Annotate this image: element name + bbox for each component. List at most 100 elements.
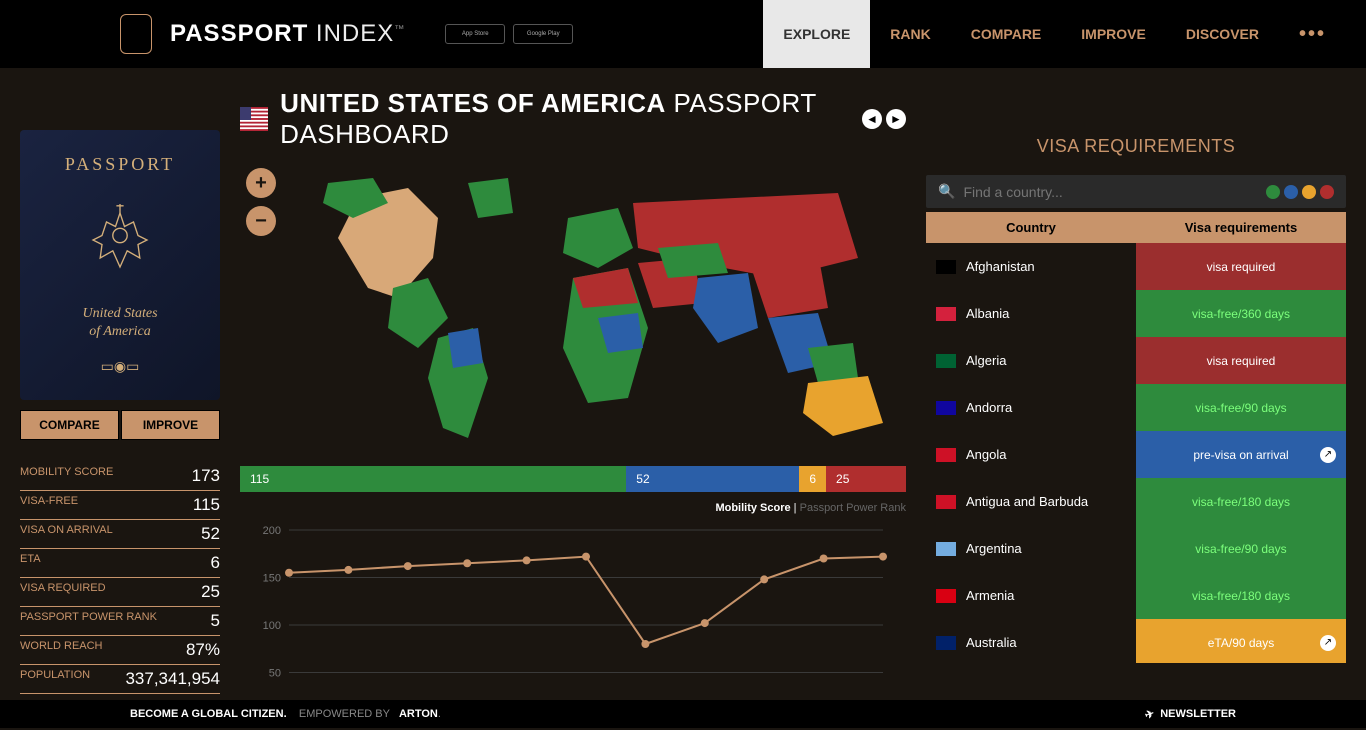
filter-dot[interactable] bbox=[1284, 185, 1298, 199]
stat-label: Mobility Score bbox=[20, 466, 113, 486]
us-flag-icon bbox=[240, 107, 268, 131]
stat-row: Visa on Arrival52 bbox=[20, 520, 220, 549]
visa-country-cell: Algeria bbox=[926, 337, 1136, 384]
visa-list[interactable]: Afghanistan visa required Albania visa-f… bbox=[926, 243, 1346, 663]
country-name: Australia bbox=[966, 635, 1017, 650]
app-store-badge[interactable]: App Store bbox=[445, 24, 505, 44]
visa-row[interactable]: Algeria visa required bbox=[926, 337, 1346, 384]
nav-explore[interactable]: EXPLORE bbox=[763, 0, 870, 68]
visa-country-cell: Albania bbox=[926, 290, 1136, 337]
breakdown-bar: 11552625 bbox=[240, 466, 906, 492]
country-name: Afghanistan bbox=[966, 259, 1035, 274]
title-country: UNITED STATES OF AMERICA bbox=[280, 88, 666, 118]
country-flag-icon bbox=[936, 542, 956, 556]
visa-requirement-text: visa-free/90 days bbox=[1195, 401, 1286, 415]
logo-icon[interactable] bbox=[120, 14, 152, 54]
legend-mobility-score[interactable]: Mobility Score bbox=[715, 502, 790, 514]
passport-image[interactable]: PASSPORT United States of America ▭◉▭ bbox=[20, 130, 220, 400]
external-link-icon[interactable]: ↗ bbox=[1320, 447, 1336, 463]
visa-requirement-cell: visa required bbox=[1136, 243, 1346, 290]
country-flag-icon bbox=[936, 401, 956, 415]
zoom-out-button[interactable]: − bbox=[246, 206, 276, 236]
title-row: UNITED STATES OF AMERICA PASSPORT DASHBO… bbox=[240, 88, 906, 150]
stat-value: 6 bbox=[211, 553, 220, 573]
next-country-button[interactable]: ► bbox=[886, 109, 906, 129]
action-buttons: COMPARE IMPROVE bbox=[20, 410, 220, 440]
paper-plane-icon: ✈ bbox=[1143, 706, 1156, 721]
breakdown-segment[interactable]: 52 bbox=[626, 466, 799, 492]
country-flag-icon bbox=[936, 307, 956, 321]
footer-cta[interactable]: BECOME A GLOBAL CITIZEN. bbox=[130, 708, 287, 720]
google-play-badge[interactable]: Google Play bbox=[513, 24, 573, 44]
zoom-in-button[interactable]: + bbox=[246, 168, 276, 198]
visa-requirement-cell: visa-free/90 days bbox=[1136, 384, 1346, 431]
visa-row[interactable]: Australia eTA/90 days ↗ bbox=[926, 619, 1346, 663]
visa-row[interactable]: Albania visa-free/360 days bbox=[926, 290, 1346, 337]
visa-row[interactable]: Argentina visa-free/90 days bbox=[926, 525, 1346, 572]
footer-arton[interactable]: ARTON bbox=[399, 708, 438, 720]
visa-country-cell: Australia bbox=[926, 619, 1136, 663]
filter-dots bbox=[1266, 185, 1334, 199]
stat-label: Visa-Free bbox=[20, 495, 78, 515]
stat-row: Population337,341,954 bbox=[20, 665, 220, 694]
visa-row[interactable]: Armenia visa-free/180 days bbox=[926, 572, 1346, 619]
stat-row: Visa Required25 bbox=[20, 578, 220, 607]
newsletter-link[interactable]: ✈ NEWSLETTER bbox=[1145, 708, 1236, 721]
world-map[interactable] bbox=[290, 168, 906, 448]
filter-dot[interactable] bbox=[1266, 185, 1280, 199]
nav-discover[interactable]: DISCOVER bbox=[1166, 0, 1279, 68]
country-name: Argentina bbox=[966, 541, 1022, 556]
breakdown-segment[interactable]: 6 bbox=[799, 466, 826, 492]
logo-bold: PASSPORT bbox=[170, 20, 308, 47]
country-name: Antigua and Barbuda bbox=[966, 494, 1088, 509]
logo-text[interactable]: PASSPORT INDEX™ bbox=[170, 20, 405, 48]
visa-requirement-cell: visa-free/90 days bbox=[1136, 525, 1346, 572]
visa-requirement-cell: visa-free/180 days bbox=[1136, 478, 1346, 525]
stat-label: Population bbox=[20, 669, 90, 689]
nav-more-icon[interactable]: ••• bbox=[1279, 0, 1346, 68]
country-flag-icon bbox=[936, 448, 956, 462]
stats-table: Mobility Score 173 Visa-Free 115 Visa on Arr… bbox=[20, 462, 220, 694]
nav-compare[interactable]: COMPARE bbox=[951, 0, 1062, 68]
stat-value: 173 bbox=[192, 466, 220, 486]
nav-rank[interactable]: RANK bbox=[870, 0, 950, 68]
visa-requirement-text: visa-free/90 days bbox=[1195, 542, 1286, 556]
compare-button[interactable]: COMPARE bbox=[20, 410, 119, 440]
external-link-icon[interactable]: ↗ bbox=[1320, 635, 1336, 651]
improve-button[interactable]: IMPROVE bbox=[121, 410, 220, 440]
country-name: Angola bbox=[966, 447, 1006, 462]
search-input[interactable] bbox=[963, 184, 1258, 200]
nav-improve[interactable]: IMPROVE bbox=[1061, 0, 1166, 68]
svg-text:200: 200 bbox=[263, 525, 281, 537]
visa-requirement-cell: visa required bbox=[1136, 337, 1346, 384]
visa-country-cell: Angola bbox=[926, 431, 1136, 478]
visa-row[interactable]: Andorra visa-free/90 days bbox=[926, 384, 1346, 431]
visa-row[interactable]: Afghanistan visa required bbox=[926, 243, 1346, 290]
filter-dot[interactable] bbox=[1302, 185, 1316, 199]
visa-requirement-cell: visa-free/180 days bbox=[1136, 572, 1346, 619]
visa-panel-title: VISA REQUIREMENTS bbox=[926, 136, 1346, 157]
breakdown-segment[interactable]: 115 bbox=[240, 466, 626, 492]
visa-requirement-cell: visa-free/360 days bbox=[1136, 290, 1346, 337]
th-visa: Visa requirements bbox=[1136, 212, 1346, 243]
visa-country-cell: Antigua and Barbuda bbox=[926, 478, 1136, 525]
map-zoom-controls: + − bbox=[246, 168, 276, 236]
stat-value: 5 bbox=[211, 611, 220, 631]
country-name: Albania bbox=[966, 306, 1009, 321]
country-flag-icon bbox=[936, 354, 956, 368]
visa-row[interactable]: Angola pre-visa on arrival ↗ bbox=[926, 431, 1346, 478]
breakdown-segment[interactable]: 25 bbox=[826, 466, 906, 492]
visa-requirement-text: pre-visa on arrival bbox=[1193, 448, 1288, 462]
country-flag-icon bbox=[936, 495, 956, 509]
filter-dot[interactable] bbox=[1320, 185, 1334, 199]
visa-row[interactable]: Antigua and Barbuda visa-free/180 days bbox=[926, 478, 1346, 525]
country-flag-icon bbox=[936, 589, 956, 603]
stat-value: 25 bbox=[201, 582, 220, 602]
country-name: Algeria bbox=[966, 353, 1006, 368]
store-badges: App Store Google Play bbox=[445, 24, 573, 44]
legend-power-rank[interactable]: Passport Power Rank bbox=[800, 502, 906, 514]
logo-tm: ™ bbox=[394, 24, 405, 35]
stat-value: 115 bbox=[193, 495, 220, 515]
passport-country: United States of America bbox=[82, 305, 157, 341]
prev-country-button[interactable]: ◄ bbox=[862, 109, 882, 129]
